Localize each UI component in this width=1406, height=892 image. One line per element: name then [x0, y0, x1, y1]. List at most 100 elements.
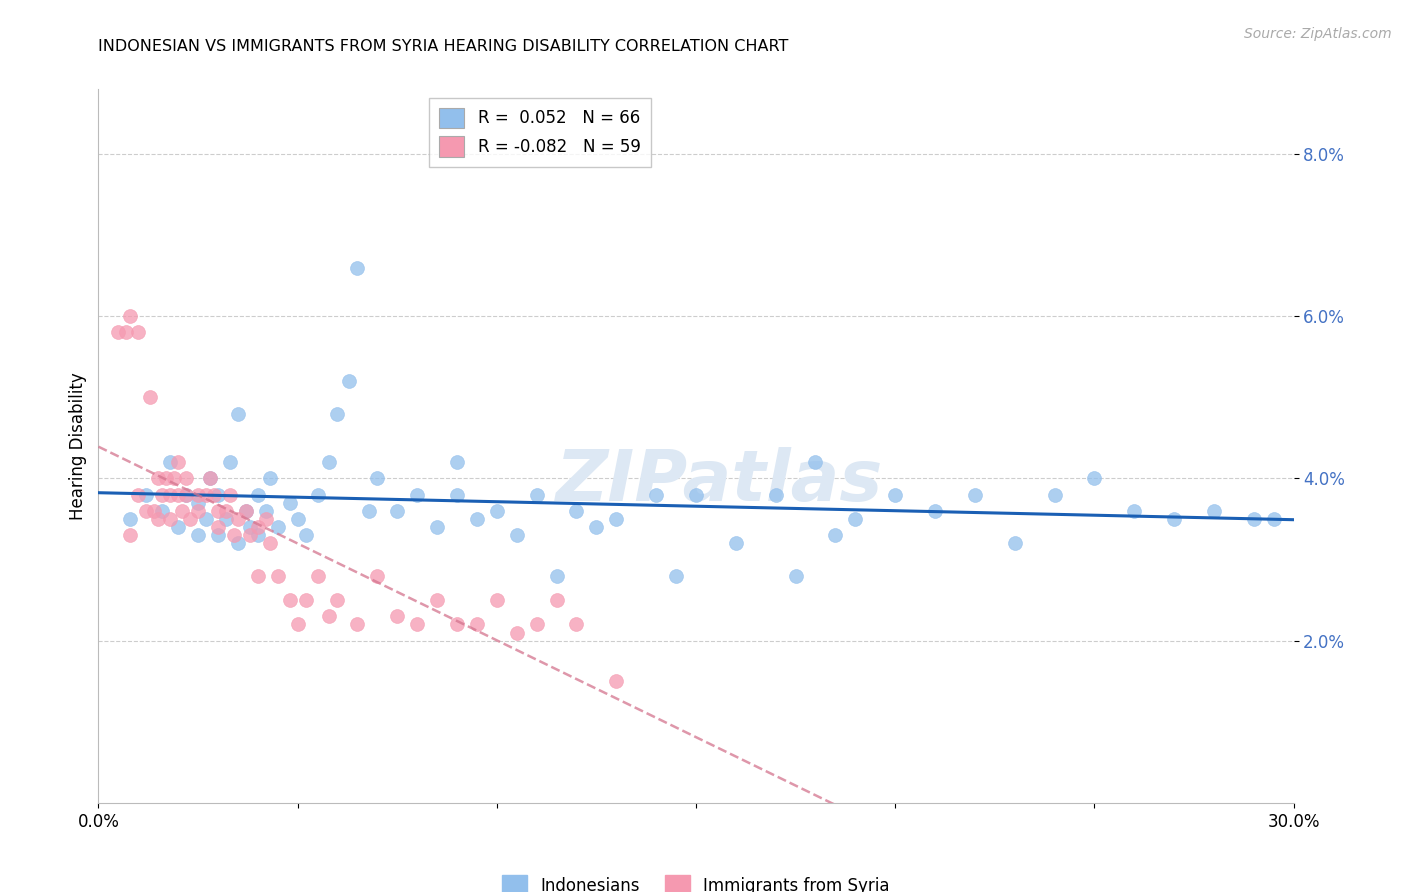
- Point: [318, 609, 340, 624]
- Point: [222, 528, 245, 542]
- Point: [202, 488, 225, 502]
- Point: [506, 625, 529, 640]
- Point: [246, 488, 269, 502]
- Point: [645, 488, 668, 502]
- Point: [187, 488, 209, 502]
- Point: [159, 455, 181, 469]
- Point: [148, 471, 170, 485]
- Point: [235, 504, 257, 518]
- Point: [294, 528, 316, 542]
- Point: [127, 326, 149, 340]
- Point: [1083, 471, 1105, 485]
- Point: [359, 504, 381, 518]
- Point: [207, 520, 229, 534]
- Point: [506, 528, 529, 542]
- Point: [426, 593, 449, 607]
- Point: [159, 512, 181, 526]
- Point: [239, 520, 262, 534]
- Point: [187, 496, 209, 510]
- Point: [207, 528, 229, 542]
- Point: [465, 617, 488, 632]
- Point: [267, 520, 290, 534]
- Point: [135, 504, 157, 518]
- Point: [844, 512, 866, 526]
- Point: [187, 504, 209, 518]
- Point: [318, 455, 340, 469]
- Point: [167, 488, 190, 502]
- Text: ZIPatlas: ZIPatlas: [557, 447, 883, 516]
- Point: [278, 496, 301, 510]
- Point: [884, 488, 907, 502]
- Point: [215, 504, 238, 518]
- Point: [565, 504, 588, 518]
- Point: [485, 504, 508, 518]
- Point: [259, 536, 281, 550]
- Text: INDONESIAN VS IMMIGRANTS FROM SYRIA HEARING DISABILITY CORRELATION CHART: INDONESIAN VS IMMIGRANTS FROM SYRIA HEAR…: [98, 38, 789, 54]
- Point: [366, 568, 388, 582]
- Point: [219, 488, 242, 502]
- Point: [546, 593, 568, 607]
- Point: [207, 504, 229, 518]
- Point: [219, 455, 242, 469]
- Point: [148, 512, 170, 526]
- Point: [120, 512, 142, 526]
- Point: [307, 568, 329, 582]
- Point: [187, 528, 209, 542]
- Point: [259, 471, 281, 485]
- Point: [150, 504, 173, 518]
- Point: [605, 512, 627, 526]
- Point: [406, 617, 429, 632]
- Point: [326, 407, 349, 421]
- Point: [167, 455, 190, 469]
- Point: [465, 512, 488, 526]
- Point: [107, 326, 129, 340]
- Point: [226, 407, 249, 421]
- Point: [159, 488, 181, 502]
- Point: [246, 568, 269, 582]
- Point: [198, 471, 221, 485]
- Legend: Indonesians, Immigrants from Syria: Indonesians, Immigrants from Syria: [495, 868, 897, 892]
- Point: [198, 471, 221, 485]
- Point: [254, 512, 277, 526]
- Point: [765, 488, 787, 502]
- Point: [824, 528, 846, 542]
- Point: [174, 488, 197, 502]
- Point: [1123, 504, 1146, 518]
- Point: [665, 568, 688, 582]
- Point: [963, 488, 986, 502]
- Point: [446, 488, 468, 502]
- Point: [278, 593, 301, 607]
- Point: [235, 504, 257, 518]
- Point: [150, 488, 173, 502]
- Point: [267, 568, 290, 582]
- Point: [485, 593, 508, 607]
- Point: [194, 512, 218, 526]
- Point: [585, 520, 607, 534]
- Point: [339, 374, 360, 388]
- Point: [120, 310, 142, 324]
- Point: [346, 617, 368, 632]
- Point: [385, 609, 409, 624]
- Point: [226, 536, 249, 550]
- Point: [246, 528, 269, 542]
- Point: [294, 593, 316, 607]
- Point: [139, 390, 162, 404]
- Point: [685, 488, 707, 502]
- Point: [172, 504, 194, 518]
- Point: [174, 471, 197, 485]
- Point: [446, 455, 468, 469]
- Point: [115, 326, 138, 340]
- Point: [127, 488, 149, 502]
- Point: [135, 488, 157, 502]
- Point: [215, 512, 238, 526]
- Point: [1263, 512, 1285, 526]
- Point: [724, 536, 747, 550]
- Point: [804, 455, 827, 469]
- Point: [287, 512, 309, 526]
- Point: [307, 488, 329, 502]
- Point: [446, 617, 468, 632]
- Point: [366, 471, 388, 485]
- Point: [785, 568, 807, 582]
- Text: Source: ZipAtlas.com: Source: ZipAtlas.com: [1244, 27, 1392, 41]
- Point: [924, 504, 946, 518]
